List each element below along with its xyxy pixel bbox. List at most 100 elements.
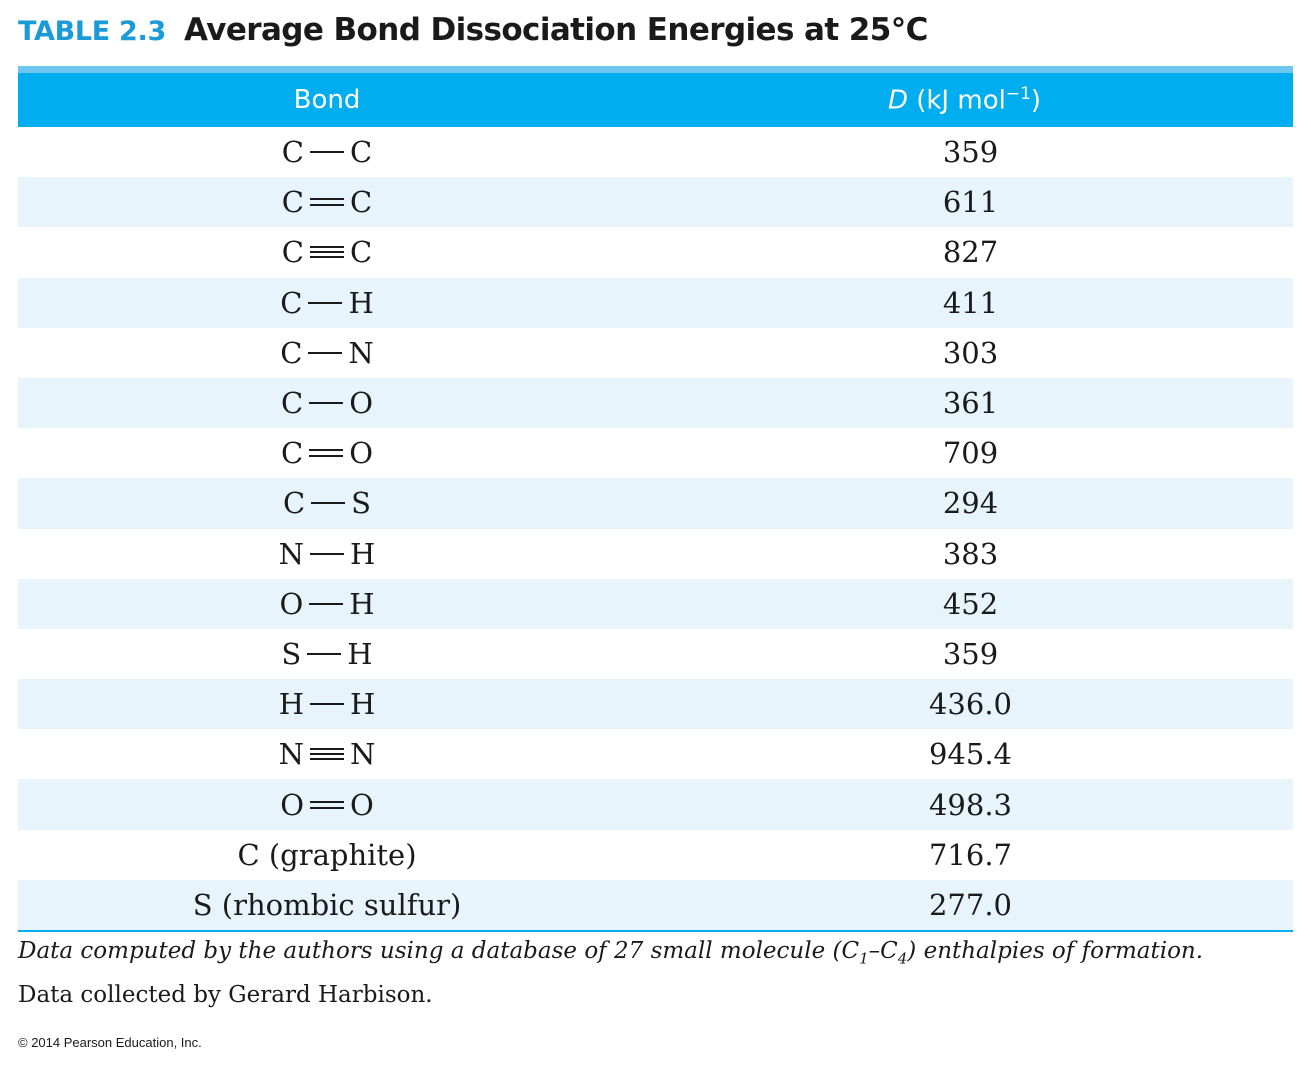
atom-b: C	[350, 185, 373, 220]
table-row: N N 945.4	[18, 729, 1293, 779]
header-energy-exponent: −1	[1005, 84, 1031, 105]
energy-value: 361	[942, 386, 999, 421]
table-row: N H 383	[18, 529, 1293, 579]
atom-a: H	[278, 687, 304, 722]
table-row: S H 359	[18, 629, 1293, 679]
energy-value: 716.7	[928, 837, 1013, 872]
header-energy-close: )	[1030, 85, 1042, 116]
table-row: S (rhombic sulfur) 277.0	[18, 879, 1293, 930]
single-bond-glyph	[308, 344, 343, 362]
atom-b: H	[350, 687, 376, 722]
atom-b: H	[350, 536, 376, 571]
table-row: O O 498.3	[18, 779, 1293, 830]
atom-b: C	[350, 235, 373, 270]
single-bond-glyph	[310, 143, 344, 161]
triple-bond-glyph	[310, 745, 344, 763]
footnote-sub-4: 4	[897, 949, 908, 968]
table-bottom-rule	[18, 930, 1293, 932]
atom-a: N	[278, 536, 305, 571]
atom-a: N	[278, 737, 304, 772]
table-top-rule	[18, 66, 1293, 73]
single-bond-glyph	[309, 394, 344, 412]
energy-value: 294	[942, 486, 999, 521]
header-energy-symbol: D	[887, 85, 908, 116]
header-energy: D (kJ mol−1)	[636, 84, 1293, 116]
single-bond-glyph	[308, 294, 343, 312]
energy-value: 383	[942, 536, 999, 571]
atom-b: N	[350, 737, 376, 772]
bond-cell: S (rhombic sulfur)	[18, 888, 636, 922]
atom-a: C	[281, 386, 304, 421]
table-row: C C 827	[18, 227, 1293, 277]
single-bond-glyph	[310, 545, 345, 563]
table-caption: Average Bond Dissociation Energies at 25…	[183, 12, 928, 48]
atom-b: S	[351, 486, 372, 521]
energy-value: 611	[942, 185, 999, 220]
single-bond-glyph	[310, 695, 344, 713]
energy-value: 411	[942, 285, 999, 320]
atom-b: H	[348, 285, 374, 320]
footnote-mid: –C	[868, 938, 898, 964]
energy-value: 359	[942, 636, 999, 671]
atom-a: C	[280, 285, 303, 320]
footnote-prefix: Data computed by the authors using a dat…	[18, 938, 860, 964]
atom-a: S	[281, 636, 302, 671]
table-row: C N 303	[18, 328, 1293, 378]
bond-energy-table: Bond D (kJ mol−1) C C 359 C C 611 C C 827 C H 411 C N…	[18, 66, 1293, 932]
table-row: C S 294	[18, 478, 1293, 529]
table-row: C O 709	[18, 428, 1293, 478]
bond-label: C (graphite)	[237, 837, 417, 872]
double-bond-glyph	[309, 444, 344, 462]
atom-b: O	[350, 787, 374, 822]
atom-a: C	[281, 235, 304, 270]
table-row: C O 361	[18, 377, 1293, 429]
double-bond-glyph	[310, 193, 344, 211]
table-row: O H 452	[18, 578, 1293, 629]
atom-b: H	[349, 586, 375, 621]
footnote-collected: Data collected by Gerard Harbison.	[18, 982, 433, 1008]
bond-label: S (rhombic sulfur)	[192, 887, 462, 922]
atom-a: C	[281, 185, 304, 220]
bond-cell: C (graphite)	[18, 838, 636, 872]
copyright: © 2014 Pearson Education, Inc.	[18, 1035, 202, 1050]
table-body: C C 359 C C 611 C C 827 C H 411 C N 303 C O 361 C O 709 C S 294…	[18, 127, 1293, 930]
header-energy-unit: (kJ mol	[907, 85, 1006, 116]
header-bond: Bond	[293, 85, 361, 115]
atom-b: H	[347, 636, 373, 671]
atom-a: O	[279, 586, 304, 621]
footnote-sub-1: 1	[859, 949, 869, 968]
atom-a: O	[280, 787, 304, 822]
table-number: TABLE 2.3	[18, 16, 166, 47]
atom-b: O	[349, 436, 373, 471]
triple-bond-glyph	[310, 243, 344, 261]
double-bond-glyph	[310, 796, 344, 814]
single-bond-glyph	[309, 595, 344, 613]
table-row: H H 436.0	[18, 679, 1293, 730]
energy-value: 709	[942, 436, 999, 471]
energy-value: 277.0	[928, 887, 1013, 922]
atom-a: C	[282, 486, 306, 521]
energy-value: 359	[942, 135, 999, 170]
table-row: C (graphite) 716.7	[18, 830, 1293, 880]
footnote-computed: Data computed by the authors using a dat…	[18, 938, 1203, 968]
table-row: C H 411	[18, 277, 1293, 328]
single-bond-glyph	[307, 645, 342, 663]
table-row: C C 359	[18, 127, 1293, 177]
atom-b: C	[350, 135, 373, 170]
footnote-suffix: ) enthalpies of formation.	[907, 938, 1204, 964]
energy-value: 945.4	[928, 737, 1013, 772]
table-row: C C 611	[18, 177, 1293, 228]
